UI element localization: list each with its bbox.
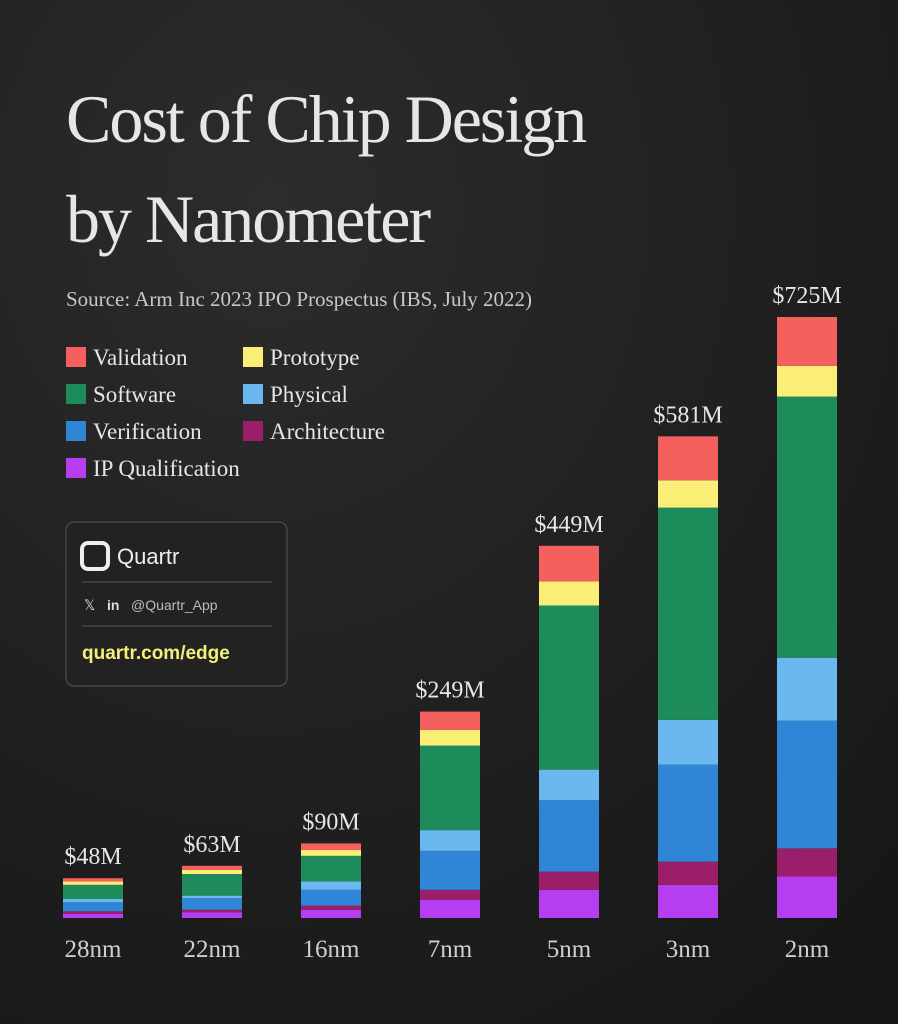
bar-segment xyxy=(420,889,480,900)
bar-segment xyxy=(301,850,361,856)
bar-segment xyxy=(301,909,361,918)
bar-segment xyxy=(63,902,123,912)
x-tick-label: 28nm xyxy=(65,936,123,963)
chart-title: Cost of Chip Design xyxy=(66,81,586,157)
bar-segment xyxy=(63,898,123,903)
card: Quartr 𝕏 in @Quartr_App quartr.com/edge xyxy=(65,521,288,687)
bar-segment xyxy=(539,871,599,890)
bar-segment xyxy=(63,913,123,918)
legend-swatch xyxy=(66,458,86,478)
bar-segment xyxy=(420,745,480,831)
x-tick-label: 7nm xyxy=(428,936,473,963)
bar-segment xyxy=(182,869,242,875)
bar-segment xyxy=(420,729,480,746)
legend-swatch xyxy=(243,421,263,441)
bar-segment xyxy=(182,874,242,896)
legend-swatch xyxy=(243,347,263,367)
bar-segment xyxy=(420,830,480,851)
bar-segment xyxy=(301,889,361,906)
card-box xyxy=(65,521,288,687)
legend-label: Physical xyxy=(270,382,348,407)
bar-segment xyxy=(182,865,242,870)
brand-icon xyxy=(80,541,110,571)
x-icon: 𝕏 xyxy=(84,597,95,613)
total-label: $449M xyxy=(534,512,603,538)
bar-segment xyxy=(658,436,718,481)
bar-segment xyxy=(539,769,599,801)
bar-segment xyxy=(658,719,718,765)
bar-segment xyxy=(301,905,361,910)
legend-label: IP Qualification xyxy=(93,456,240,481)
bar-segment xyxy=(420,711,480,730)
x-tick-label: 2nm xyxy=(785,936,830,963)
handle: @Quartr_App xyxy=(131,597,218,613)
bar-segment xyxy=(777,876,837,918)
x-tick-label: 16nm xyxy=(303,936,361,963)
subtitle: Source: Arm Inc 2023 IPO Prospectus (IBS… xyxy=(66,287,532,311)
bar-segment xyxy=(777,720,837,849)
legend-swatch xyxy=(66,384,86,404)
bar-segment xyxy=(182,898,242,910)
bar-segment xyxy=(539,545,599,582)
bar-segment xyxy=(539,889,599,918)
brand: Quartr xyxy=(117,544,179,569)
bar-segment xyxy=(658,861,718,885)
legend-label: Prototype xyxy=(270,345,359,370)
bar-segment xyxy=(301,843,361,851)
total-label: $48M xyxy=(64,844,121,870)
bar-segment xyxy=(63,884,123,899)
legend-label: Validation xyxy=(93,345,188,370)
x-tick-label: 3nm xyxy=(666,936,711,963)
bar-segment xyxy=(301,881,361,890)
url: quartr.com/edge xyxy=(82,643,230,664)
legend-swatch xyxy=(66,347,86,367)
bar-segment xyxy=(539,800,599,872)
bar-segment xyxy=(777,848,837,877)
bar-segment xyxy=(777,365,837,397)
total-label: $725M xyxy=(772,283,841,309)
bar-segment xyxy=(182,912,242,918)
legend-swatch xyxy=(66,421,86,441)
bar-segment xyxy=(777,396,837,658)
bar-segment xyxy=(420,850,480,890)
x-tick-label: 22nm xyxy=(184,936,242,963)
bar-segment xyxy=(658,480,718,508)
bar-segment xyxy=(777,317,837,366)
legend-label: Verification xyxy=(93,419,202,444)
bar-segment xyxy=(658,884,718,918)
bar-segment xyxy=(658,507,718,720)
legend-swatch xyxy=(243,384,263,404)
bar-segment xyxy=(63,911,123,914)
total-label: $249M xyxy=(415,678,484,704)
x-tick-label: 5nm xyxy=(547,936,592,963)
bar-segment xyxy=(658,764,718,862)
bar-segment xyxy=(182,895,242,899)
bar-segment xyxy=(301,855,361,882)
chart-title: by Nanometer xyxy=(66,181,431,257)
total-label: $581M xyxy=(653,402,722,428)
total-label: $63M xyxy=(183,832,240,858)
total-label: $90M xyxy=(302,809,359,835)
bar-segment xyxy=(63,878,123,882)
bar-segment xyxy=(777,657,837,721)
legend-label: Software xyxy=(93,382,176,407)
bar-segment xyxy=(539,581,599,606)
bar-segment xyxy=(63,881,123,885)
in-icon: in xyxy=(107,597,119,613)
bar-segment xyxy=(539,605,599,770)
bar-segment xyxy=(182,909,242,913)
legend-label: Architecture xyxy=(270,419,385,444)
bar-segment xyxy=(420,899,480,918)
